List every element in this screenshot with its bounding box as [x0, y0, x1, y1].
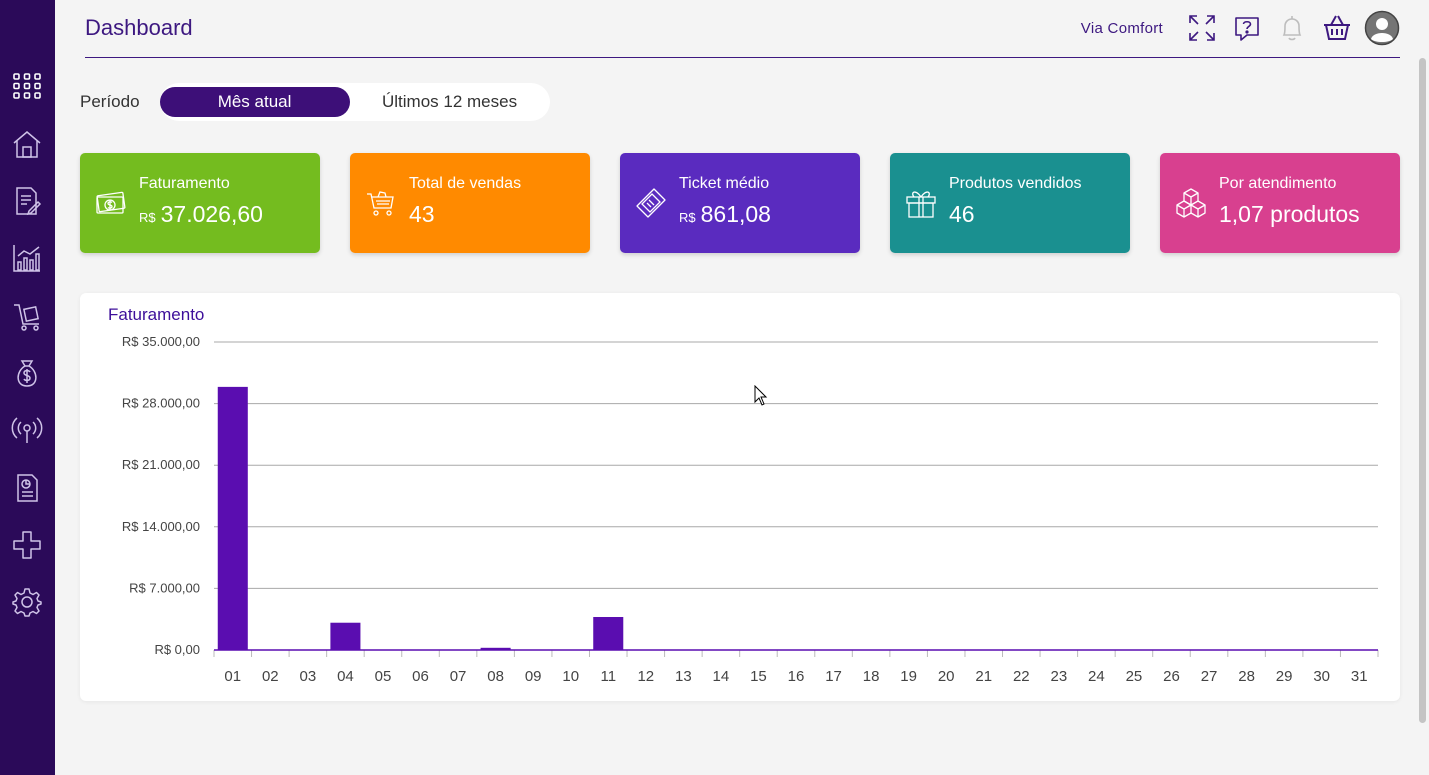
y-tick-label: R$ 35.000,00 — [122, 334, 200, 349]
x-tick-label: 22 — [1013, 668, 1030, 685]
card-amount: 43 — [409, 201, 435, 227]
bar — [217, 386, 248, 650]
card-value: R$ 861,08 — [679, 201, 771, 228]
boxes-icon — [1176, 188, 1206, 218]
x-tick-label: 13 — [675, 668, 692, 685]
x-tick-label: 05 — [375, 668, 392, 685]
header: Dashboard Via Comfort — [85, 0, 1400, 58]
x-tick-label: 04 — [337, 668, 354, 685]
user-avatar-icon[interactable] — [1364, 10, 1400, 46]
x-tick-label: 31 — [1351, 668, 1368, 685]
card-label: Total de vendas — [409, 175, 522, 192]
card-amount: 46 — [949, 201, 975, 227]
card-produtos-vendidos[interactable]: Produtos vendidos 46 — [890, 153, 1130, 253]
x-tick-label: 16 — [788, 668, 805, 685]
x-tick-label: 11 — [600, 668, 616, 685]
y-tick-label: R$ 7.000,00 — [129, 580, 200, 595]
x-tick-label: 18 — [863, 668, 880, 685]
card-label: Ticket médio — [679, 175, 770, 192]
y-tick-label: R$ 28.000,00 — [122, 396, 200, 411]
y-tick-label: R$ 21.000,00 — [122, 457, 200, 472]
ticket-icon — [636, 188, 666, 218]
company-name[interactable]: Via Comfort — [1080, 19, 1163, 37]
x-tick-label: 15 — [750, 668, 767, 685]
x-tick-label: 01 — [224, 668, 241, 685]
y-tick-label: R$ 14.000,00 — [122, 519, 200, 534]
bar — [330, 622, 361, 650]
report-icon[interactable] — [8, 469, 46, 507]
chart-icon[interactable] — [8, 239, 46, 277]
basket-icon[interactable] — [1319, 10, 1355, 46]
bell-icon[interactable] — [1274, 10, 1310, 46]
cart-icon — [367, 191, 394, 216]
x-tick-label: 21 — [975, 668, 992, 685]
bar — [480, 647, 511, 650]
card-amount: 861,08 — [700, 201, 771, 227]
bar — [593, 617, 624, 650]
apps-grid-icon[interactable] — [8, 67, 46, 105]
sidebar — [0, 0, 55, 775]
chart-panel: Faturamento R$ 0,00 R$ 7.000,00 R$ 14.000,… — [80, 293, 1400, 701]
card-amount: 37.026,60 — [160, 201, 263, 227]
x-tick-label: 27 — [1201, 668, 1218, 685]
cart-icon[interactable] — [8, 297, 46, 335]
x-tick-label: 09 — [525, 668, 542, 685]
broadcast-icon[interactable] — [8, 411, 46, 449]
page-title: Dashboard — [85, 15, 193, 40]
x-tick-label: 14 — [713, 668, 730, 685]
card-ticket-medio[interactable]: Ticket médio R$ 861,08 — [620, 153, 860, 253]
card-value: 1,07 produtos — [1219, 201, 1360, 228]
x-tick-label: 03 — [300, 668, 317, 685]
settings-icon[interactable] — [8, 583, 46, 621]
integration-icon[interactable] — [8, 526, 46, 564]
card-amount: 1,07 produtos — [1219, 201, 1360, 227]
chart-title: Faturamento — [108, 305, 205, 324]
card-value: 46 — [949, 201, 975, 228]
x-tick-label: 24 — [1088, 668, 1105, 685]
x-tick-label: 23 — [1050, 668, 1067, 685]
x-tick-label: 26 — [1163, 668, 1180, 685]
card-value: 43 — [409, 201, 435, 228]
card-currency: R$ — [139, 210, 156, 225]
card-label: Faturamento — [139, 175, 230, 192]
x-tick-label: 07 — [450, 668, 467, 685]
period-label: Período — [80, 92, 140, 111]
card-label: Produtos vendidos — [949, 175, 1082, 192]
card-faturamento[interactable]: Faturamento R$ 37.026,60 — [80, 153, 320, 253]
faturamento-bar-chart: R$ 0,00 R$ 7.000,00 R$ 14.000,00 R$ 21.000,… — [122, 334, 1379, 685]
period-toggle: Mês atual Últimos 12 meses — [159, 83, 550, 121]
mouse-cursor-icon — [754, 385, 768, 406]
x-tick-label: 29 — [1276, 668, 1293, 685]
x-tick-label: 25 — [1126, 668, 1143, 685]
x-tick-label: 28 — [1238, 668, 1255, 685]
gift-icon — [906, 191, 936, 218]
x-tick-label: 08 — [487, 668, 504, 685]
card-por-atendimento[interactable]: Por atendimento 1,07 produtos — [1160, 153, 1400, 253]
x-tick-label: 02 — [262, 668, 279, 685]
y-tick-label: R$ 0,00 — [154, 642, 200, 657]
x-tick-label: 30 — [1313, 668, 1330, 685]
fullscreen-icon[interactable] — [1184, 10, 1220, 46]
header-actions: Via Comfort — [1081, 10, 1400, 46]
x-tick-label: 19 — [900, 668, 917, 685]
period-filter: Período Mês atual Últimos 12 meses — [80, 83, 550, 121]
card-label: Por atendimento — [1219, 175, 1337, 192]
x-tick-label: 20 — [938, 668, 955, 685]
home-icon[interactable] — [8, 125, 46, 163]
scrollbar-thumb[interactable] — [1419, 58, 1426, 723]
card-currency: R$ — [679, 210, 696, 225]
card-value: R$ 37.026,60 — [139, 201, 263, 228]
x-tick-label: 12 — [637, 668, 654, 685]
period-last-12-months-button[interactable]: Últimos 12 meses — [381, 92, 518, 111]
money-bag-icon[interactable] — [8, 354, 46, 392]
help-icon[interactable] — [1229, 10, 1265, 46]
card-total-vendas[interactable]: Total de vendas 43 — [350, 153, 590, 253]
period-current-month-button[interactable]: Mês atual — [159, 87, 350, 117]
x-tick-label: 10 — [562, 668, 579, 685]
x-tick-label: 17 — [825, 668, 842, 685]
document-edit-icon[interactable] — [8, 182, 46, 220]
x-tick-label: 06 — [412, 668, 429, 685]
money-icon — [96, 191, 126, 214]
